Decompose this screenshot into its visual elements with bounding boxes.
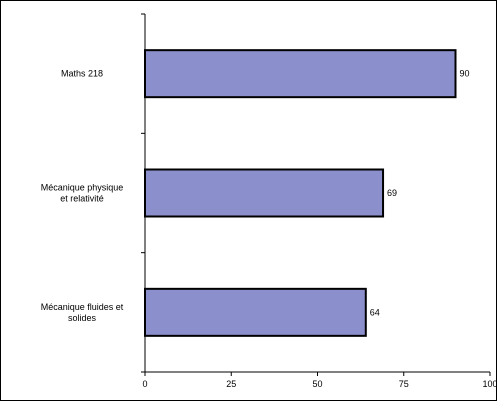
bar: [144, 168, 385, 218]
category-label: Mécanique physique et relativité: [41, 183, 124, 204]
data-label: 69: [387, 188, 397, 198]
category-label-line: Mécanique fluides et: [41, 302, 124, 312]
x-tick-label: 75: [399, 379, 409, 389]
x-tick-label: 0: [142, 379, 147, 389]
data-label: 64: [370, 307, 380, 317]
x-tick-label: 100: [482, 379, 497, 389]
category-label-line: et relativité: [60, 194, 104, 204]
bar: [144, 287, 367, 337]
category-label-line: Mécanique physique: [41, 183, 124, 193]
data-label: 90: [460, 69, 470, 79]
category-label: Mécanique fluides et solides: [41, 302, 124, 323]
category-label-line: solides: [68, 313, 97, 323]
bar: [144, 49, 457, 99]
x-tick-label: 50: [312, 379, 322, 389]
category-label-line: Maths 218: [61, 69, 103, 79]
x-tick-label: 25: [226, 379, 236, 389]
category-label: Maths 218: [61, 69, 103, 79]
